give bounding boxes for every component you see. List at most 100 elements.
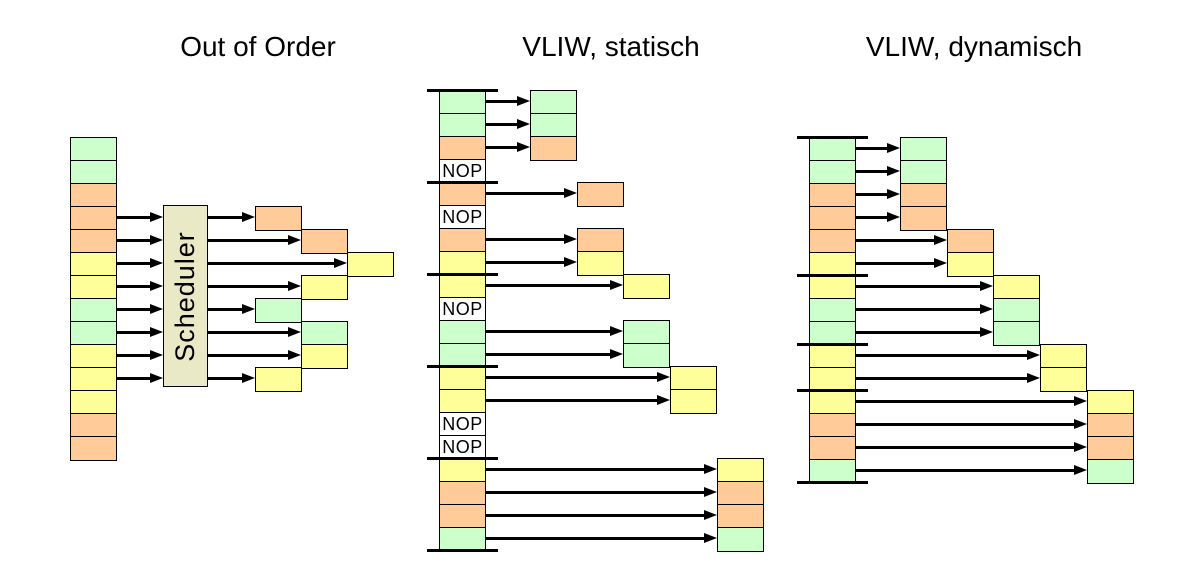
instruction-cell — [809, 183, 856, 208]
arrow-head — [610, 326, 623, 336]
instruction-cell — [439, 481, 486, 506]
bundle-separator — [797, 480, 868, 484]
arrow-shaft — [117, 354, 153, 357]
arrow-head — [1027, 350, 1040, 360]
arrow-head — [150, 281, 163, 291]
scheduler-output-arrow — [208, 281, 301, 292]
arrow-head — [1074, 419, 1087, 429]
instruction-cell — [809, 344, 856, 369]
arrow-shaft — [208, 285, 291, 288]
issue-arrow — [856, 350, 1040, 361]
arrow-shaft — [486, 261, 567, 264]
instruction-cell — [809, 436, 856, 461]
arrow-shaft — [486, 238, 567, 241]
instruction-cell — [809, 206, 856, 231]
instruction-cell — [70, 160, 117, 185]
instruction-cell — [70, 321, 117, 346]
arrow-shaft — [208, 308, 245, 311]
arrow-head — [150, 304, 163, 314]
arrow-head — [288, 235, 301, 245]
arrow-head — [150, 350, 163, 360]
issue-arrow — [856, 327, 993, 338]
scheduler-output-arrow — [208, 350, 301, 361]
executed-cell — [717, 481, 764, 506]
executed-cell — [623, 274, 670, 299]
arrow-head — [980, 327, 993, 337]
arrow-shaft — [208, 262, 337, 265]
arrow-head — [887, 166, 900, 176]
arrow-shaft — [117, 262, 153, 265]
issue-arrow — [486, 349, 623, 360]
executed-cell — [717, 504, 764, 529]
scheduler-input-arrow — [117, 212, 163, 223]
arrow-shaft — [486, 399, 660, 402]
arrow-head — [980, 304, 993, 314]
executed-cell — [577, 251, 624, 276]
scheduler-input-arrow — [117, 281, 163, 292]
executed-cell — [900, 137, 947, 162]
issue-arrow — [486, 395, 670, 406]
arrow-head — [704, 487, 717, 497]
arrow-shaft — [486, 284, 613, 287]
instruction-cell — [70, 367, 117, 392]
instruction-cell — [439, 274, 486, 299]
nop-cell: NOP — [439, 297, 486, 322]
arrow-shaft — [486, 192, 567, 195]
arrow-shaft — [208, 377, 245, 380]
executed-cell — [900, 183, 947, 208]
arrow-shaft — [486, 100, 520, 103]
arrow-head — [610, 280, 623, 290]
instruction-cell — [809, 321, 856, 346]
scheduler-input-arrow — [117, 304, 163, 315]
executed-cell — [1087, 459, 1134, 484]
arrow-head — [288, 327, 301, 337]
issue-arrow — [856, 258, 947, 269]
executed-cell — [1040, 344, 1087, 369]
instruction-cell — [439, 113, 486, 138]
arrow-shaft — [117, 216, 153, 219]
instruction-cell — [70, 206, 117, 231]
issue-arrow — [856, 465, 1087, 476]
executed-cell — [255, 367, 302, 392]
arrow-head — [704, 533, 717, 543]
nop-cell: NOP — [439, 412, 486, 437]
arrow-shaft — [208, 354, 291, 357]
arrow-shaft — [208, 216, 245, 219]
arrow-head — [150, 258, 163, 268]
arrow-shaft — [486, 514, 707, 517]
instruction-cell — [439, 343, 486, 368]
arrow-shaft — [117, 285, 153, 288]
executed-cell — [947, 252, 994, 277]
bundle-separator — [427, 180, 498, 184]
arrow-head — [934, 258, 947, 268]
executed-cell — [255, 298, 302, 323]
instruction-cell — [809, 413, 856, 438]
executed-cell — [947, 229, 994, 254]
executed-cell — [577, 228, 624, 253]
executed-cell — [530, 136, 577, 161]
bundle-separator — [427, 548, 498, 552]
arrow-head — [934, 235, 947, 245]
instruction-cell — [439, 366, 486, 391]
issue-arrow — [486, 188, 577, 199]
issue-arrow — [486, 119, 530, 130]
bundle-separator — [797, 388, 868, 392]
scheduler-input-arrow — [117, 258, 163, 269]
scheduler-output-arrow — [208, 235, 301, 246]
executed-cell — [1087, 413, 1134, 438]
arrow-shaft — [486, 123, 520, 126]
panel-title-out-of-order: Out of Order — [180, 31, 336, 62]
arrow-shaft — [856, 147, 890, 150]
arrow-shaft — [856, 308, 983, 311]
instruction-cell — [70, 390, 117, 415]
issue-arrow — [856, 189, 900, 200]
arrow-head — [242, 373, 255, 383]
arrow-head — [150, 212, 163, 222]
instruction-cell — [70, 137, 117, 162]
instruction-cell — [70, 298, 117, 323]
panel-title-vliw-dynamic: VLIW, dynamisch — [865, 31, 1083, 62]
scheduler-label: Scheduler — [170, 230, 200, 362]
instruction-cell — [70, 229, 117, 254]
arrow-head — [517, 119, 530, 129]
arrow-head — [564, 234, 577, 244]
